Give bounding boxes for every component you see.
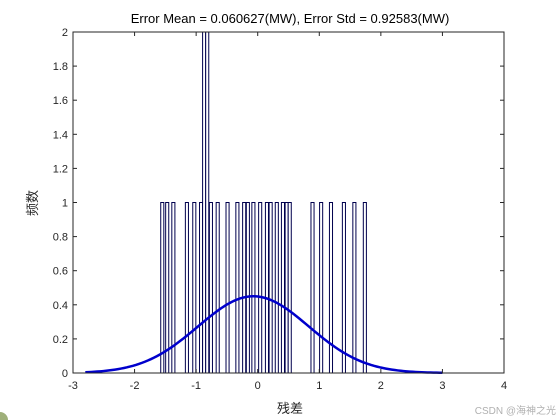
histogram-bar — [341, 202, 346, 374]
histogram-bar — [258, 202, 263, 374]
y-tick-label: 1.2 — [53, 163, 68, 175]
corner-decoration — [0, 412, 8, 420]
y-tick-label: 1.8 — [53, 61, 68, 73]
histogram-bars — [160, 31, 367, 374]
y-axis-label: 频数 — [26, 190, 41, 216]
histogram-bar — [225, 202, 230, 374]
x-tick-label: 4 — [501, 380, 507, 392]
x-axis-ticks: -3 -2 -1 0 1 2 3 4 — [68, 32, 507, 392]
histogram-bar — [264, 202, 269, 374]
y-tick-label: 1 — [62, 198, 68, 210]
histogram-bar — [205, 31, 210, 374]
histogram-bar — [184, 202, 189, 374]
x-tick-label: 1 — [316, 380, 322, 392]
histogram-bar — [319, 202, 324, 374]
y-tick-label: 0.4 — [53, 300, 68, 312]
watermark-text: CSDN @海神之光 — [474, 406, 556, 417]
x-tick-label: -1 — [191, 380, 201, 392]
histogram-bar — [235, 202, 240, 374]
histogram-bar — [352, 202, 357, 374]
histogram-bar — [328, 202, 334, 374]
histogram-bar — [287, 202, 292, 374]
x-tick-label: -2 — [130, 380, 140, 392]
chart-title: Error Mean = 0.060627(MW), Error Std = 0… — [131, 11, 450, 26]
histogram-bar — [245, 202, 250, 374]
histogram-bar — [268, 202, 273, 374]
histogram-bar — [310, 202, 315, 374]
histogram-bar — [215, 202, 220, 374]
histogram-bar — [192, 202, 197, 374]
normal-fit-curve — [85, 295, 443, 375]
x-tick-label: 0 — [255, 380, 261, 392]
y-tick-label: 0.2 — [53, 334, 68, 346]
y-tick-label: 1.6 — [53, 95, 68, 107]
histogram-bar — [280, 202, 285, 374]
x-tick-label: 3 — [439, 380, 445, 392]
y-axis-ticks: 0 0.2 0.4 0.6 0.8 1 1.2 1.4 1.6 1.8 2 — [53, 27, 504, 380]
y-tick-label: 0.8 — [53, 232, 68, 244]
y-tick-label: 1.4 — [53, 129, 68, 141]
x-axis-label: 残差 — [277, 402, 303, 417]
histogram-bar — [362, 202, 367, 374]
histogram-bar — [251, 202, 256, 374]
histogram-bar — [242, 202, 247, 374]
y-tick-label: 2 — [62, 27, 68, 39]
x-tick-label: 2 — [378, 380, 384, 392]
y-tick-label: 0.6 — [53, 266, 68, 278]
histogram-bar — [165, 202, 170, 374]
histogram-bar — [208, 202, 213, 374]
histogram-bar — [160, 202, 165, 374]
histogram-bar — [274, 202, 279, 374]
x-tick-label: -3 — [68, 380, 78, 392]
y-tick-label: 0 — [62, 368, 68, 380]
